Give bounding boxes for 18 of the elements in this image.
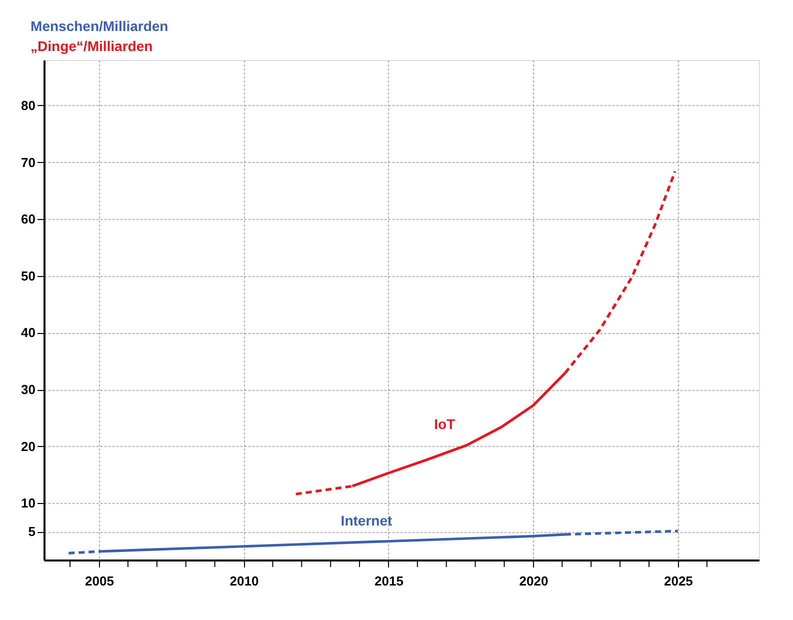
y-tick-label: 5 — [28, 524, 36, 540]
y-tick-label: 70 — [21, 154, 36, 170]
x-tick-label: 2015 — [374, 574, 404, 588]
y-tick-label: 40 — [21, 325, 36, 340]
x-tick-label: 2020 — [519, 574, 548, 588]
y-tick-label: 80 — [21, 98, 36, 113]
y-tick-label: 10 — [21, 496, 36, 511]
series-label: IoT — [434, 416, 456, 432]
y-tick-label: 50 — [21, 268, 36, 284]
chart-title: Menschen/Milliarden — [30, 18, 168, 34]
x-tick-label: 2005 — [85, 574, 114, 588]
y-tick-label: 60 — [21, 212, 36, 227]
chart-subtitle: „Dinge“/Milliarden — [30, 38, 153, 54]
y-tick-label: 20 — [21, 438, 36, 454]
x-tick-label: 2010 — [230, 574, 259, 588]
y-tick-label: 30 — [21, 382, 36, 398]
x-tick-label: 2025 — [664, 574, 693, 588]
series-label: Internet — [340, 512, 392, 528]
